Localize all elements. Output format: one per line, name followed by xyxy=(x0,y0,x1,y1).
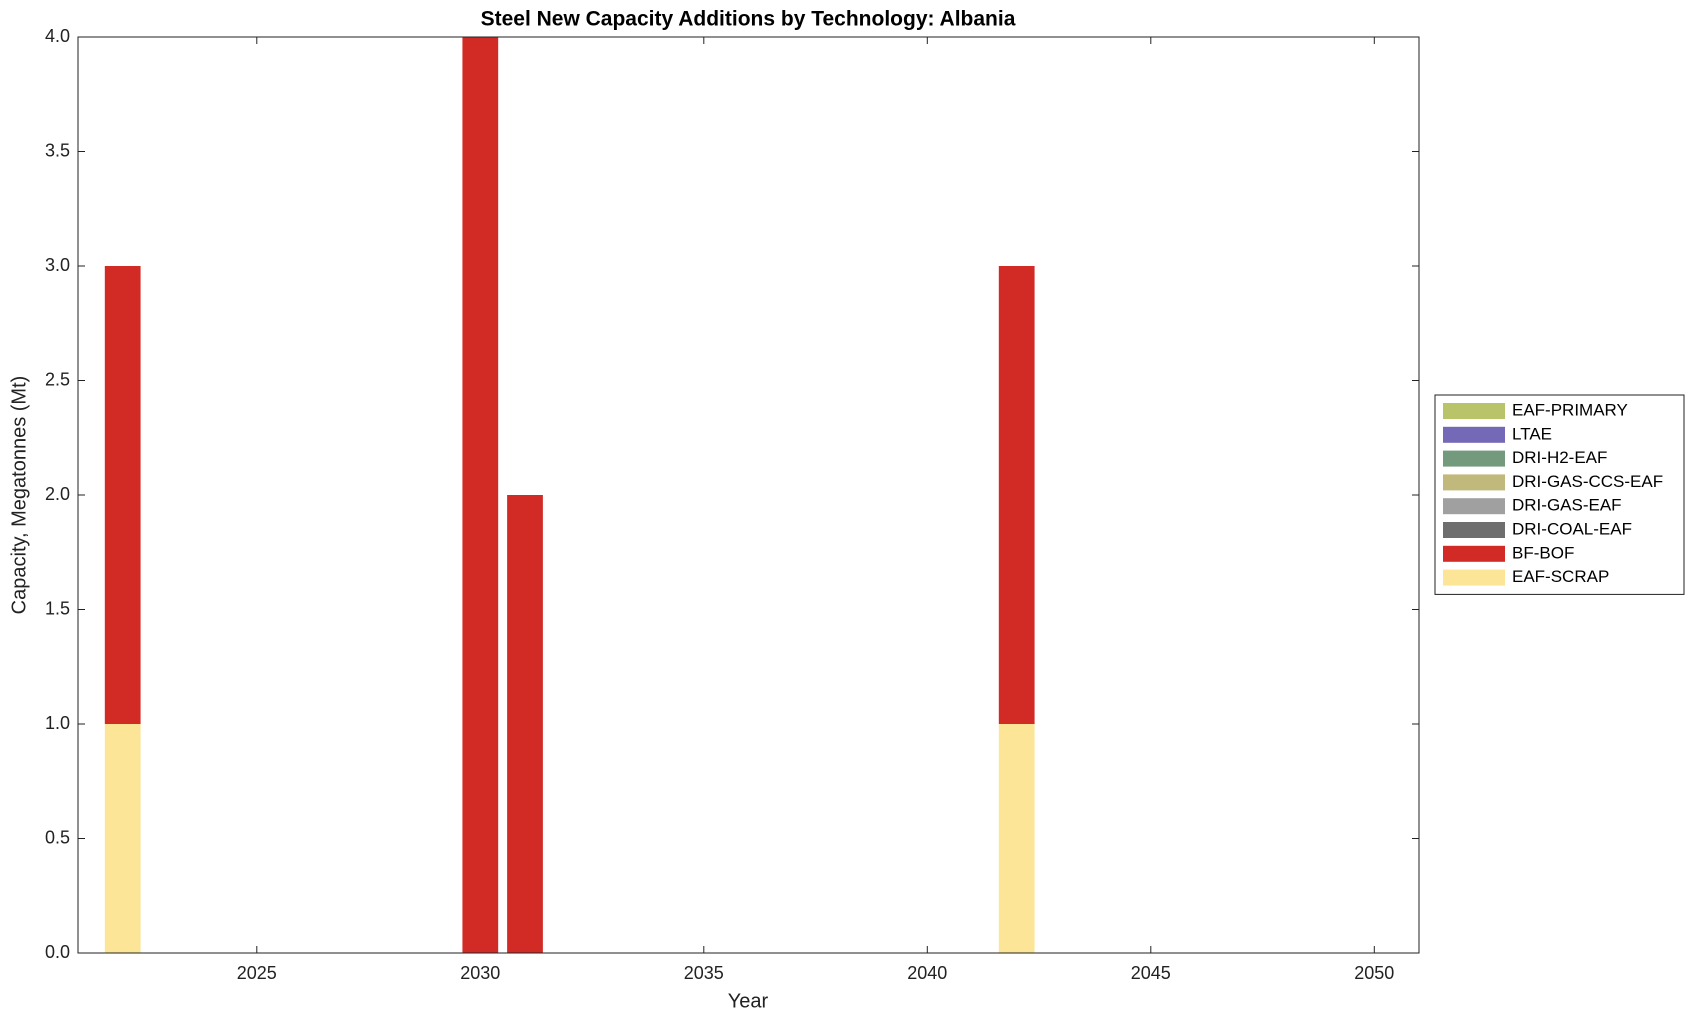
y-tick-label: 3.0 xyxy=(45,255,70,275)
y-tick-label: 2.5 xyxy=(45,369,70,389)
legend-label: EAF-PRIMARY xyxy=(1512,400,1628,419)
x-tick-label: 2040 xyxy=(907,963,947,983)
x-tick-label: 2035 xyxy=(684,963,724,983)
chart-title: Steel New Capacity Additions by Technolo… xyxy=(481,8,1016,31)
legend-label: BF-BOF xyxy=(1512,543,1574,562)
y-tick-label: 0.0 xyxy=(45,942,70,962)
legend-swatch xyxy=(1443,426,1505,443)
y-tick-label: 4.0 xyxy=(45,26,70,46)
legend-label: DRI-H2-EAF xyxy=(1512,448,1607,467)
legend-label: EAF-SCRAP xyxy=(1512,567,1609,586)
x-tick-label: 2030 xyxy=(460,963,500,983)
legend-swatch xyxy=(1443,569,1505,586)
legend-swatch xyxy=(1443,403,1505,419)
legend-label: DRI-GAS-CCS-EAF xyxy=(1512,472,1663,491)
bar-segment xyxy=(462,37,499,953)
legend-swatch xyxy=(1443,545,1505,562)
y-tick-label: 1.5 xyxy=(45,598,70,618)
legend-swatch xyxy=(1443,498,1505,515)
bar-segment xyxy=(104,266,141,724)
legend-swatch xyxy=(1443,474,1505,491)
bar-segment xyxy=(998,266,1035,724)
legend-swatch xyxy=(1443,450,1505,467)
plot-frame xyxy=(77,36,1420,954)
bar-segment xyxy=(104,724,141,953)
y-axis-label: Capacity, Megatonnes (Mt) xyxy=(8,376,30,615)
legend-swatch xyxy=(1443,522,1505,538)
legend-label: DRI-COAL-EAF xyxy=(1512,519,1632,538)
x-axis-label: Year xyxy=(728,990,769,1012)
y-tick-label: 1.0 xyxy=(45,713,70,733)
legend-label: LTAE xyxy=(1512,424,1552,443)
x-tick-label: 2025 xyxy=(237,963,277,983)
legend-label: DRI-GAS-EAF xyxy=(1512,496,1622,515)
x-tick-label: 2050 xyxy=(1354,963,1394,983)
y-tick-label: 3.5 xyxy=(45,140,70,160)
x-tick-label: 2045 xyxy=(1131,963,1171,983)
y-tick-label: 0.5 xyxy=(45,827,70,847)
bar-segment xyxy=(998,724,1035,953)
y-tick-label: 2.0 xyxy=(45,484,70,504)
bar-segment xyxy=(507,495,543,953)
